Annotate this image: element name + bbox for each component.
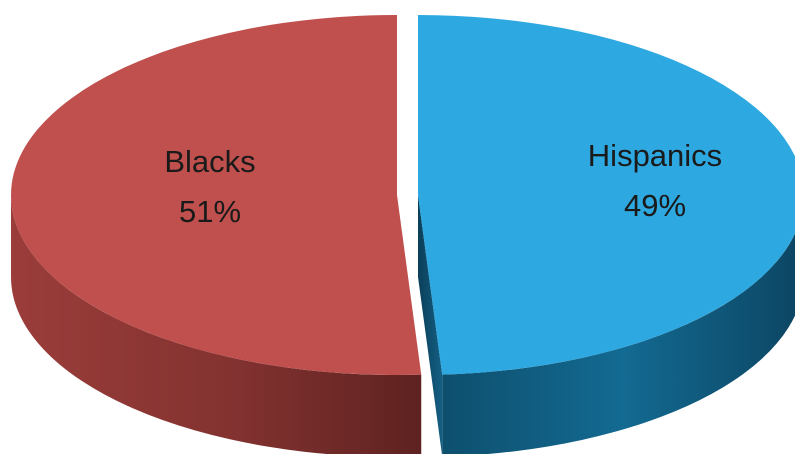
label-hispanics: Hispanics	[588, 138, 722, 173]
slice-hispanics-top	[418, 15, 795, 375]
slice-hispanics	[418, 15, 795, 454]
value-label-blacks: 51%	[179, 194, 241, 229]
slice-blacks-top	[10, 15, 422, 376]
slice-hispanics-side	[442, 233, 795, 454]
slice-hispanics-cut-face	[418, 15, 443, 454]
slice-blacks	[10, 15, 422, 454]
slice-blacks-side	[11, 195, 422, 454]
label-blacks: Blacks	[164, 144, 255, 179]
value-label-hispanics: 49%	[624, 188, 686, 223]
